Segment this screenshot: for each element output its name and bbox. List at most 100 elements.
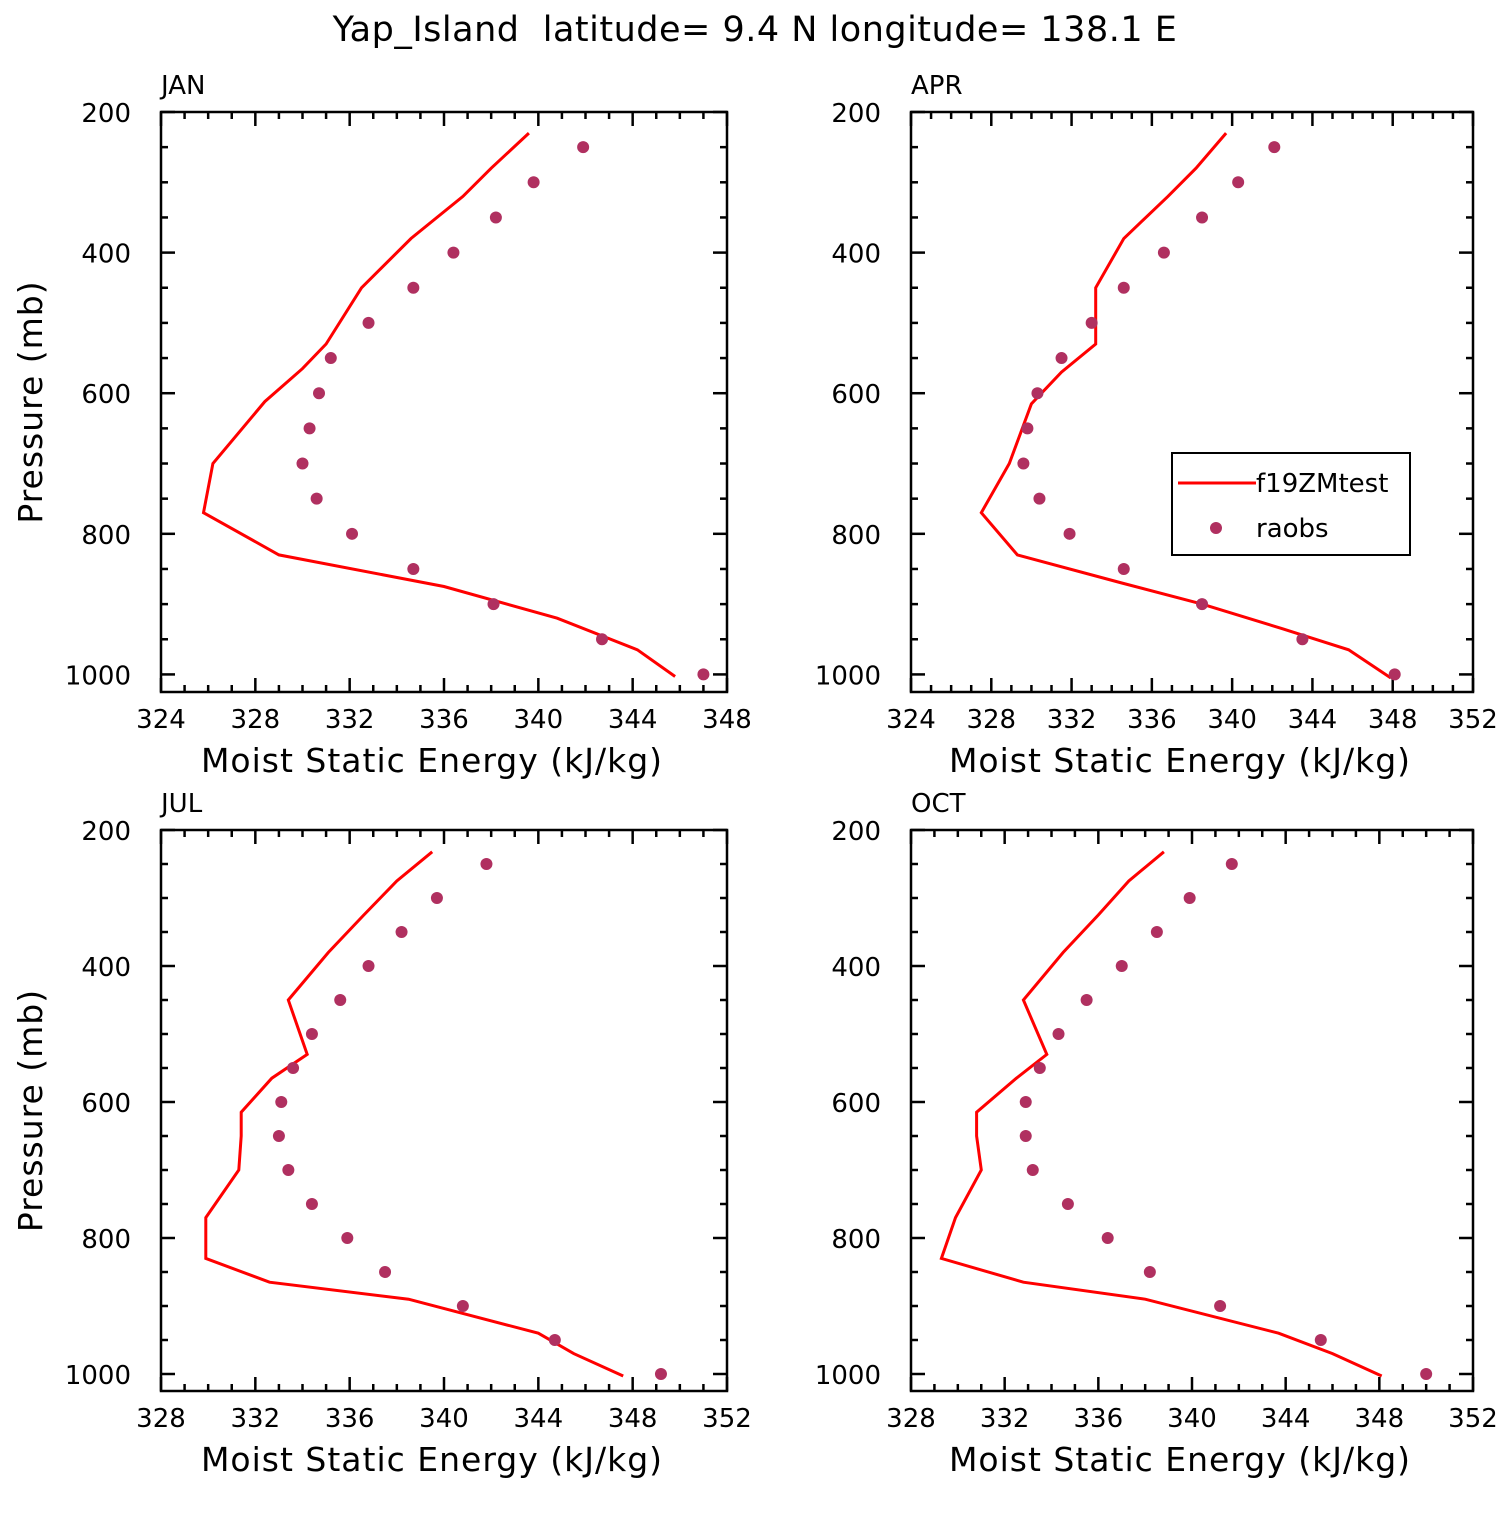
y-tick-label: 800 bbox=[831, 1225, 881, 1255]
data-point-raobs bbox=[296, 457, 309, 470]
data-point-raobs bbox=[487, 598, 500, 611]
legend: f19ZMtest raobs bbox=[1171, 452, 1411, 556]
legend-marker-swatch bbox=[1210, 522, 1222, 534]
data-point-raobs bbox=[548, 1334, 561, 1346]
panel-label: JAN bbox=[159, 71, 205, 101]
x-tick-label: 348 bbox=[1355, 1404, 1405, 1434]
series-line-f19zmtest bbox=[979, 132, 1392, 680]
data-point-raobs bbox=[324, 352, 337, 365]
data-point-raobs bbox=[305, 1198, 318, 1210]
y-tick-label: 800 bbox=[81, 521, 131, 551]
data-point-raobs bbox=[1420, 1368, 1433, 1380]
legend-box bbox=[1171, 452, 1411, 556]
plot-frame bbox=[159, 110, 729, 694]
x-tick-label: 340 bbox=[1167, 1404, 1217, 1434]
data-point-raobs bbox=[1055, 352, 1068, 365]
series-line-f19zmtest bbox=[204, 850, 624, 1378]
x-tick-label: 344 bbox=[608, 705, 658, 735]
y-tick-label: 400 bbox=[831, 953, 881, 983]
y-tick-label: 400 bbox=[81, 240, 131, 270]
data-point-raobs bbox=[310, 492, 323, 505]
data-point-raobs bbox=[1101, 1232, 1114, 1244]
x-tick-label: 352 bbox=[1448, 1404, 1498, 1434]
data-point-raobs bbox=[379, 1266, 392, 1278]
data-point-raobs bbox=[1115, 960, 1128, 972]
x-axis-label: Moist Static Energy (kJ/kg) bbox=[201, 741, 663, 780]
plot-frame bbox=[909, 828, 1475, 1393]
y-tick-label: 400 bbox=[81, 953, 131, 983]
data-point-raobs bbox=[1143, 1266, 1156, 1278]
plot-frame bbox=[159, 828, 729, 1393]
x-tick-label: 324 bbox=[136, 705, 186, 735]
data-point-raobs bbox=[654, 1368, 667, 1380]
data-point-raobs bbox=[287, 1062, 300, 1074]
data-point-raobs bbox=[480, 858, 493, 870]
plot-frame bbox=[909, 110, 1475, 694]
x-tick-label: 340 bbox=[514, 705, 564, 735]
x-tick-label: 328 bbox=[231, 705, 281, 735]
x-tick-label: 328 bbox=[886, 1404, 936, 1434]
data-point-raobs bbox=[1019, 1096, 1032, 1108]
data-point-raobs bbox=[1183, 892, 1196, 904]
legend-label: f19ZMtest bbox=[1256, 469, 1388, 499]
panel-label: APR bbox=[911, 71, 963, 101]
figure-title: Yap_Island latitude= 9.4 N longitude= 13… bbox=[332, 10, 1178, 50]
data-point-raobs bbox=[275, 1096, 288, 1108]
data-point-raobs bbox=[1117, 562, 1130, 575]
data-point-raobs bbox=[362, 316, 375, 329]
data-point-raobs bbox=[1019, 1130, 1032, 1142]
x-tick-label: 332 bbox=[980, 1404, 1030, 1434]
data-point-raobs bbox=[1232, 176, 1245, 189]
data-point-raobs bbox=[1080, 994, 1093, 1006]
data-point-raobs bbox=[1157, 246, 1170, 259]
series-line-f19zmtest bbox=[939, 850, 1383, 1378]
x-tick-label: 340 bbox=[419, 1404, 469, 1434]
y-tick-label: 400 bbox=[831, 240, 881, 270]
x-tick-label: 348 bbox=[1368, 705, 1418, 735]
data-point-raobs bbox=[447, 246, 460, 259]
y-tick-label: 200 bbox=[831, 817, 881, 847]
y-tick-label: 200 bbox=[81, 99, 131, 129]
y-tick-label: 600 bbox=[81, 380, 131, 410]
y-tick-label: 200 bbox=[81, 817, 131, 847]
data-point-raobs bbox=[596, 633, 609, 646]
y-tick-label: 1000 bbox=[815, 1361, 881, 1391]
data-point-raobs bbox=[527, 176, 540, 189]
data-point-raobs bbox=[1085, 316, 1098, 329]
data-point-raobs bbox=[1296, 633, 1309, 646]
data-point-raobs bbox=[1117, 281, 1130, 294]
data-point-raobs bbox=[1268, 141, 1281, 154]
data-point-raobs bbox=[282, 1164, 295, 1176]
series-line-f19zmtest bbox=[201, 132, 676, 678]
data-point-raobs bbox=[1052, 1028, 1065, 1040]
x-tick-label: 348 bbox=[608, 1404, 658, 1434]
y-tick-label: 800 bbox=[81, 1225, 131, 1255]
panel-label: JUL bbox=[159, 789, 203, 819]
data-point-raobs bbox=[1214, 1300, 1227, 1312]
data-point-raobs bbox=[313, 387, 326, 400]
x-tick-label: 344 bbox=[514, 1404, 564, 1434]
x-tick-label: 332 bbox=[231, 1404, 281, 1434]
x-axis-label: Moist Static Energy (kJ/kg) bbox=[949, 741, 1411, 780]
data-point-raobs bbox=[1021, 422, 1034, 435]
x-axis-label: Moist Static Energy (kJ/kg) bbox=[201, 1440, 663, 1479]
x-tick-label: 336 bbox=[419, 705, 469, 735]
x-tick-label: 324 bbox=[886, 705, 936, 735]
data-point-raobs bbox=[1063, 527, 1076, 540]
data-point-raobs bbox=[362, 960, 375, 972]
data-point-raobs bbox=[1026, 1164, 1039, 1176]
x-axis-label: Moist Static Energy (kJ/kg) bbox=[949, 1440, 1411, 1479]
data-point-raobs bbox=[697, 668, 710, 681]
x-tick-label: 340 bbox=[1207, 705, 1257, 735]
panel-label: OCT bbox=[911, 789, 966, 819]
data-point-raobs bbox=[489, 211, 502, 224]
data-point-raobs bbox=[1017, 457, 1030, 470]
data-point-raobs bbox=[341, 1232, 354, 1244]
data-point-raobs bbox=[1314, 1334, 1327, 1346]
data-point-raobs bbox=[1033, 1062, 1046, 1074]
